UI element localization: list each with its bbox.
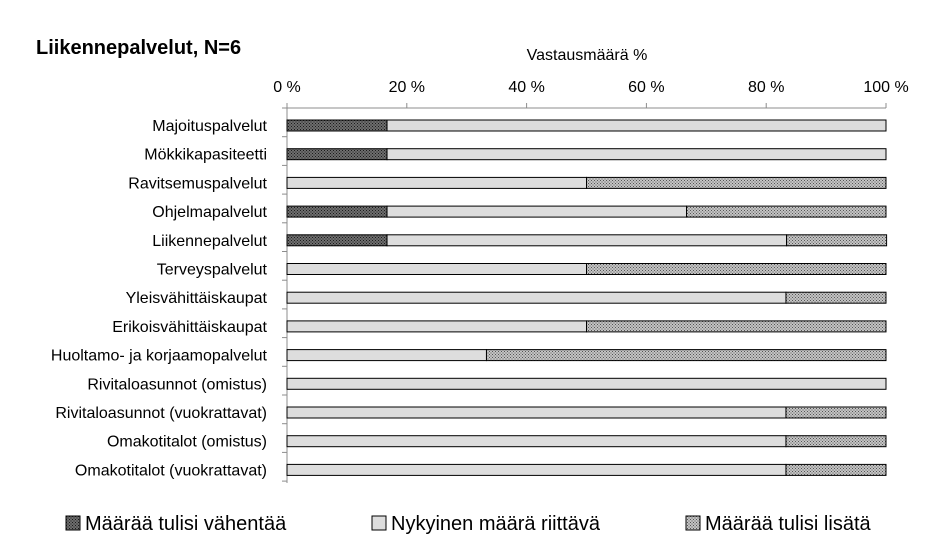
category-label: Liikennepalvelut: [152, 233, 267, 250]
chart-title: Liikennepalvelut, N=6: [36, 37, 241, 59]
legend-label: Määrää tulisi lisätä: [705, 513, 872, 535]
legend-label: Määrää tulisi vähentää: [85, 513, 287, 535]
bar-segment: [286, 463, 787, 476]
bar-segment: [286, 176, 587, 189]
bar-segment: [586, 176, 887, 189]
category-label: Ravitsemuspalvelut: [128, 175, 267, 192]
bars: [286, 119, 888, 476]
bar-segment: [286, 435, 787, 448]
bar-segment: [286, 119, 388, 132]
bar-segment: [386, 148, 887, 161]
category-label: Erikoisvähittäiskaupat: [112, 319, 267, 336]
bar-segment: [586, 263, 887, 275]
category-label: Mökkikapasiteetti: [144, 147, 267, 164]
bar-segment: [785, 463, 887, 476]
bar-segment: [785, 291, 887, 304]
x-tick-label: 0 %: [273, 79, 301, 96]
category-labels: Majoituspalvelut Mökkikapasiteetti Ravitse…: [51, 118, 268, 479]
x-tick-label: 40 %: [508, 79, 544, 96]
category-label: Majoituspalvelut: [152, 118, 267, 135]
bar-segment: [386, 119, 887, 132]
bar-segment: [586, 320, 887, 333]
bar-segment: [286, 406, 787, 419]
category-label: Terveyspalvelut: [157, 262, 268, 279]
bar-segment: [286, 263, 587, 275]
bar-segment: [485, 349, 887, 362]
x-tick-label: 20 %: [389, 79, 425, 96]
legend-swatch: [371, 515, 387, 531]
bar-segment: [286, 205, 388, 218]
x-axis-label: Vastausmäärä %: [527, 47, 648, 64]
bar-segment: [286, 349, 487, 362]
bar-segment: [286, 377, 887, 390]
legend-label: Nykyinen määrä riittävä: [391, 513, 601, 535]
bar-segment: [286, 234, 388, 247]
x-tick-label: 80 %: [748, 79, 784, 96]
x-tick-label: 60 %: [628, 79, 664, 96]
bar-segment: [785, 435, 887, 448]
legend-swatch: [65, 515, 81, 531]
x-axis-ticks: 0 % 20 % 40 % 60 % 80 % 100 %: [273, 79, 908, 96]
x-tick-label: 100 %: [863, 79, 908, 96]
bar-segment: [686, 205, 887, 218]
bar-segment: [386, 234, 788, 247]
category-label: Omakotitalot (vuokrattavat): [75, 462, 267, 479]
bar-segment: [786, 234, 888, 247]
bar-segment: [386, 205, 688, 218]
category-label: Rivitaloasunnot (omistus): [87, 376, 267, 393]
legend: Määrää tulisi vähentää Nykyinen määrä rii…: [65, 513, 872, 535]
legend-swatch: [685, 515, 701, 531]
category-label: Ohjelmapalvelut: [152, 204, 267, 221]
bar-segment: [286, 148, 388, 161]
bar-segment: [785, 406, 887, 419]
bar-segment: [286, 320, 587, 333]
category-label: Rivitaloasunnot (vuokrattavat): [55, 405, 267, 422]
bar-segment: [286, 291, 787, 304]
category-label: Yleisvähittäiskaupat: [126, 290, 268, 307]
category-label: Omakotitalot (omistus): [107, 434, 267, 451]
category-label: Huoltamo- ja korjaamopalvelut: [51, 348, 268, 365]
